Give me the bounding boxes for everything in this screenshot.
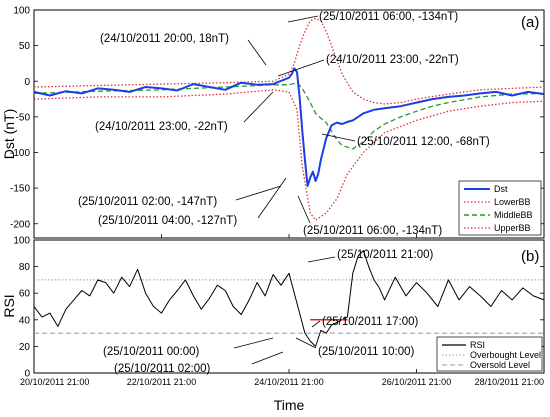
annotation-a-7-arrow — [297, 195, 311, 224]
y-axis-label-a: Dst (nT) — [1, 109, 17, 160]
legend-b-label-1: Overbought Level — [470, 350, 541, 360]
series-line-middlebb — [33, 82, 545, 150]
series-line-lowerbb — [33, 89, 545, 221]
annotation-a-2-arrow — [277, 59, 325, 77]
annotation-a-1: (24/10/2011 20:00, 18nT) — [100, 33, 229, 45]
series-line-upperbb — [33, 17, 545, 105]
series-line-dst — [33, 67, 545, 187]
annotation-a-7: (25/10/2011 06:00, -134nT) — [303, 225, 442, 237]
series-b — [33, 250, 545, 347]
annotation-b-2: (25/10/2011 00:00) — [103, 346, 200, 358]
y-tick-label-b-2: 60 — [19, 289, 31, 300]
y-ticks-a: 100 50 0 -50 -100 -150 -200 — [10, 6, 544, 230]
y-ticks-b: 100 80 60 40 20 0 — [13, 236, 544, 380]
annotation-a-0: (25/10/2011 06:00, -134nT) — [319, 11, 458, 23]
annotation-a-4: (25/10/2011 12:00, -68nT) — [357, 136, 490, 148]
y-tick-label-b-5: 0 — [24, 369, 30, 380]
annotation-a-5: (25/10/2011 02:00, -147nT) — [78, 196, 217, 208]
x-tick-label-4: 28/10/2011 21:00 — [475, 377, 544, 387]
x-tick-label-3: 26/10/2011 21:00 — [382, 377, 451, 387]
y-tick-label-b-3: 40 — [19, 315, 31, 326]
annotation-b-1-arrow — [311, 320, 321, 328]
x-tick-label-1: 22/10/2011 21:00 — [127, 377, 196, 387]
annotations-a: (25/10/2011 06:00, -134nT) (24/10/2011 2… — [78, 11, 490, 237]
y-tick-label-a-2: 0 — [24, 77, 30, 88]
panel-label-b: (b) — [521, 248, 539, 265]
y-tick-label-a-6: -200 — [10, 219, 30, 230]
legend-b: RSI Overbought Level Oversold Level — [436, 336, 543, 372]
annotation-b-4-arrow — [295, 337, 317, 349]
y-tick-label-b-1: 80 — [19, 262, 31, 273]
annotation-b-2-arrow — [233, 337, 274, 349]
panel-b: 100 80 60 40 20 0 20/10/2011 21:00 22/10/2011 … — [1, 234, 545, 413]
annotation-a-2: (24/10/2011 23:00, -22nT) — [326, 54, 459, 66]
y-tick-label-a-3: -50 — [16, 112, 31, 123]
x-tick-label-2: 24/10/2011 21:00 — [254, 377, 323, 387]
legend-a-label-3: UpperBB — [494, 223, 531, 233]
legend-b-label-2: Oversold Level — [470, 360, 530, 370]
panel-label-a: (a) — [521, 14, 539, 31]
y-tick-label-b-4: 20 — [19, 342, 31, 353]
annotation-b-3-arrow — [251, 351, 284, 365]
annotation-a-3-arrow — [243, 91, 274, 123]
annotation-a-0-arrow — [287, 15, 319, 23]
annotation-b-0: (25/10/2011 21:00) — [337, 249, 434, 261]
annotation-a-4-arrow — [321, 133, 356, 142]
y-tick-label-a-4: -100 — [10, 148, 30, 159]
x-tick-label-0: 20/10/2011 21:00 — [20, 377, 89, 387]
annotation-a-6: (25/10/2011 04:00, -127nT) — [98, 215, 237, 227]
y-tick-label-a-0: 100 — [13, 6, 30, 17]
annotation-a-5-arrow — [235, 185, 282, 201]
series-line-rsi — [33, 250, 545, 347]
annotations-b: (25/10/2011 21:00) (25/10/2011 17:00) (2… — [103, 249, 434, 375]
legend-a-label-2: MiddleBB — [494, 210, 533, 220]
annotation-b-1: (25/10/2011 17:00) — [322, 316, 419, 328]
x-ticks-b: 20/10/2011 21:00 22/10/2011 21:00 24/10/20… — [20, 234, 545, 387]
y-tick-label-a-1: 50 — [19, 41, 31, 52]
annotation-a-3: (24/10/2011 23:00, -22nT) — [95, 121, 228, 133]
legend-a-label-0: Dst — [494, 184, 508, 194]
annotation-b-0-arrow — [307, 256, 336, 263]
x-axis-label: Time — [274, 397, 305, 413]
legend-b-label-0: RSI — [470, 340, 485, 350]
series-a — [33, 17, 545, 221]
y-axis-label-b: RSI — [1, 294, 17, 317]
y-tick-label-b-0: 100 — [13, 236, 30, 247]
annotation-a-6-arrow — [257, 177, 287, 219]
panel-a: 100 50 0 -50 -100 -150 -200 (a) Dst (nT) (25/1… — [1, 6, 545, 239]
legend-a: Dst LowerBB MiddleBB UpperBB — [458, 180, 542, 236]
annotation-b-3: (25/10/2011 02:00) — [114, 363, 211, 375]
levels-b — [34, 279, 544, 334]
annotation-b-4: (25/10/2011 10:00) — [318, 346, 415, 358]
y-tick-label-a-5: -150 — [10, 184, 30, 195]
annotation-a-1-arrow — [247, 39, 267, 66]
legend-a-label-1: LowerBB — [494, 197, 531, 207]
